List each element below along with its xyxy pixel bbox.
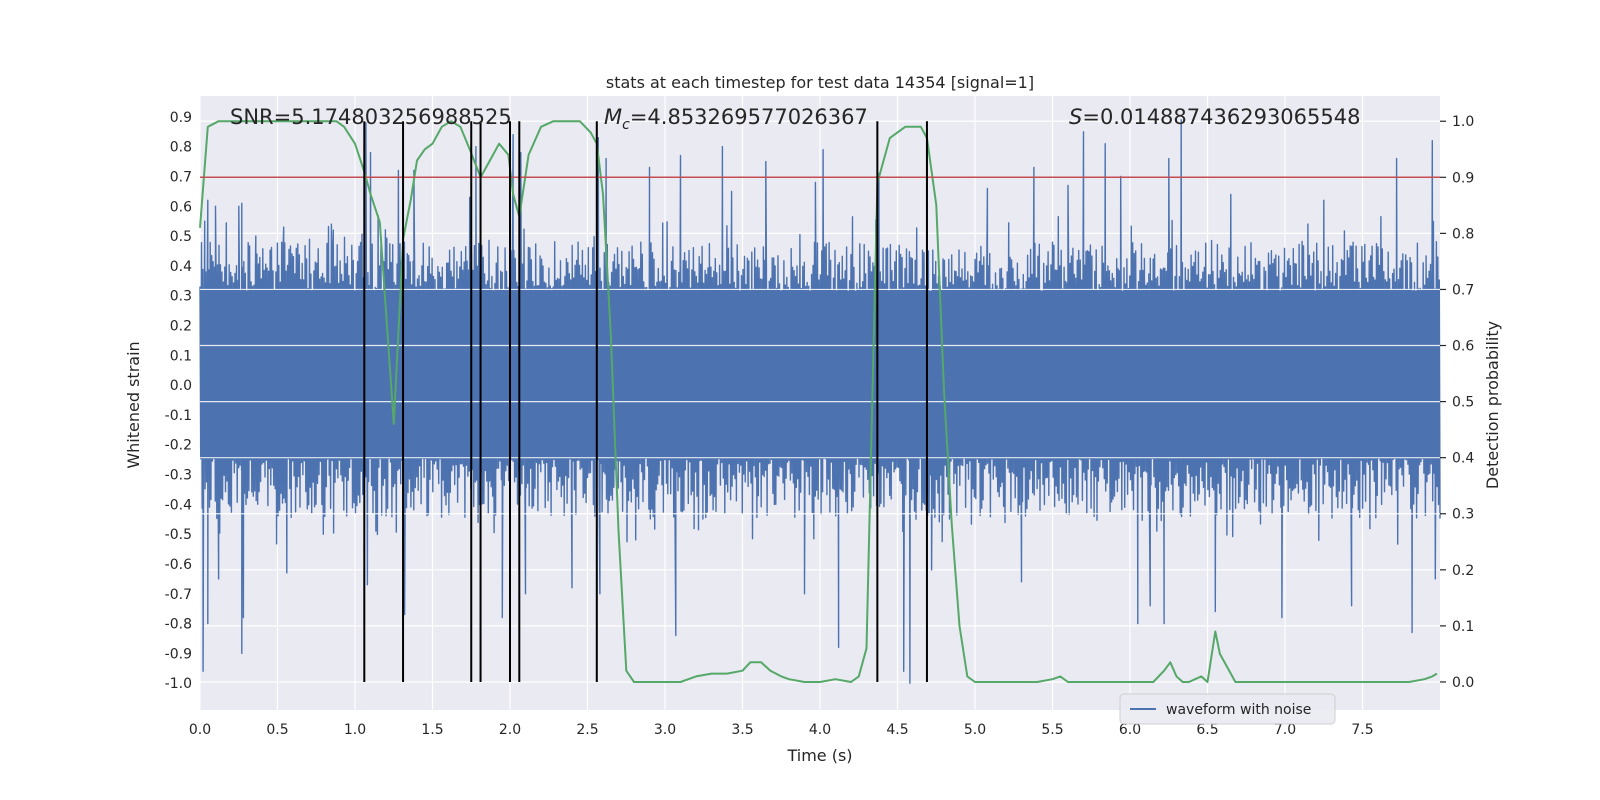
x-tick-label: 5.0 xyxy=(964,722,986,738)
y-tick-label: 0.5 xyxy=(170,229,192,245)
y-tick-label: -0.8 xyxy=(165,617,192,633)
y2-tick-label: 0.0 xyxy=(1452,675,1474,691)
y-tick-label: -0.3 xyxy=(165,468,192,484)
y2-tick-label: 0.1 xyxy=(1452,619,1474,635)
probability-line xyxy=(199,120,1438,683)
s-symbol: S xyxy=(1069,105,1082,129)
snr-annotation: SNR=5.174803256988525 xyxy=(230,105,512,129)
y-tick-label: 0.6 xyxy=(170,199,192,215)
x-tick-label: 3.0 xyxy=(654,722,676,738)
vertical-markers xyxy=(363,121,928,682)
y-axis-right: 1.0 0.9 0.8 0.7 0.6 0.5 0.4 0.3 0.2 0.1 0.0 xyxy=(1440,114,1474,691)
waveform-dense-band xyxy=(200,291,1440,459)
x-tick-label: 7.0 xyxy=(1274,722,1296,738)
y-tick-label: 0.4 xyxy=(170,259,192,275)
y-tick-label: -0.4 xyxy=(165,497,192,513)
x-tick-label: 6.5 xyxy=(1196,722,1218,738)
y-axis-left: 0.9 0.8 0.7 0.6 0.5 0.4 0.3 0.2 0.1 0.0 -0.1 -0.2 -0… xyxy=(165,110,192,692)
chart-title: stats at each timestep for test data 143… xyxy=(606,73,1034,92)
x-tick-label: 1.0 xyxy=(344,722,366,738)
x-tick-label: 2.5 xyxy=(576,722,598,738)
y-tick-label: -0.6 xyxy=(165,557,192,573)
probability-series xyxy=(199,120,1438,683)
s-annotation: S=0.014887436293065548 xyxy=(1069,105,1360,129)
x-tick-label: 0.0 xyxy=(189,722,211,738)
x-tick-label: 5.5 xyxy=(1041,722,1063,738)
y-tick-label: -0.9 xyxy=(165,646,192,662)
x-tick-label: 2.0 xyxy=(499,722,521,738)
y-tick-label: -0.7 xyxy=(165,587,192,603)
y-tick-label: 0.7 xyxy=(170,169,192,185)
y2-tick-label: 0.4 xyxy=(1452,451,1474,467)
x-tick-label: 4.0 xyxy=(809,722,831,738)
s-value: =0.014887436293065548 xyxy=(1082,105,1360,129)
y-tick-label: 0.3 xyxy=(170,289,192,305)
x-tick-label: 0.5 xyxy=(266,722,288,738)
y-tick-label: 0.0 xyxy=(170,378,192,394)
y-tick-label: 0.8 xyxy=(170,140,192,156)
y2-tick-label: 0.3 xyxy=(1452,507,1474,523)
y-tick-label: -0.1 xyxy=(165,408,192,424)
x-axis: 0.0 0.5 1.0 1.5 2.0 2.5 3.0 3.5 4.0 4.5 5.0 5.5 6.0 6… xyxy=(189,722,1374,738)
y-tick-label: -1.0 xyxy=(165,676,192,692)
chirp-mass-subscript: c xyxy=(622,117,630,133)
y2-tick-label: 0.9 xyxy=(1452,170,1474,186)
y-axis-title: Whitened strain xyxy=(124,341,143,468)
y2-tick-label: 0.6 xyxy=(1452,339,1474,355)
y2-tick-label: 0.2 xyxy=(1452,563,1474,579)
chirp-mass-annotation: Mc=4.853269577026367 xyxy=(604,105,868,133)
y-tick-label: -0.5 xyxy=(165,527,192,543)
y2-tick-label: 0.5 xyxy=(1452,395,1474,411)
x-tick-label: 1.5 xyxy=(421,722,443,738)
y2-tick-label: 1.0 xyxy=(1452,114,1474,130)
y2-axis-title: Detection probability xyxy=(1483,321,1502,489)
y-tick-label: -0.2 xyxy=(165,438,192,454)
x-tick-label: 7.5 xyxy=(1351,722,1373,738)
y-tick-label: 0.1 xyxy=(170,348,192,364)
y2-tick-label: 0.7 xyxy=(1452,282,1474,298)
waveform-series xyxy=(199,119,1441,684)
legend: waveform with noise xyxy=(1119,693,1336,725)
legend-label: waveform with noise xyxy=(1166,702,1311,718)
x-axis-title: Time (s) xyxy=(786,746,852,765)
chirp-mass-symbol: M xyxy=(604,105,622,129)
x-tick-label: 3.5 xyxy=(731,722,753,738)
x-tick-label: 6.0 xyxy=(1119,722,1141,738)
x-tick-label: 4.5 xyxy=(886,722,908,738)
chirp-mass-value: =4.853269577026367 xyxy=(630,105,868,129)
y-tick-label: 0.2 xyxy=(170,319,192,335)
legend-box xyxy=(1119,693,1336,725)
y-tick-label: 0.9 xyxy=(170,110,192,126)
y2-tick-label: 0.8 xyxy=(1452,226,1474,242)
